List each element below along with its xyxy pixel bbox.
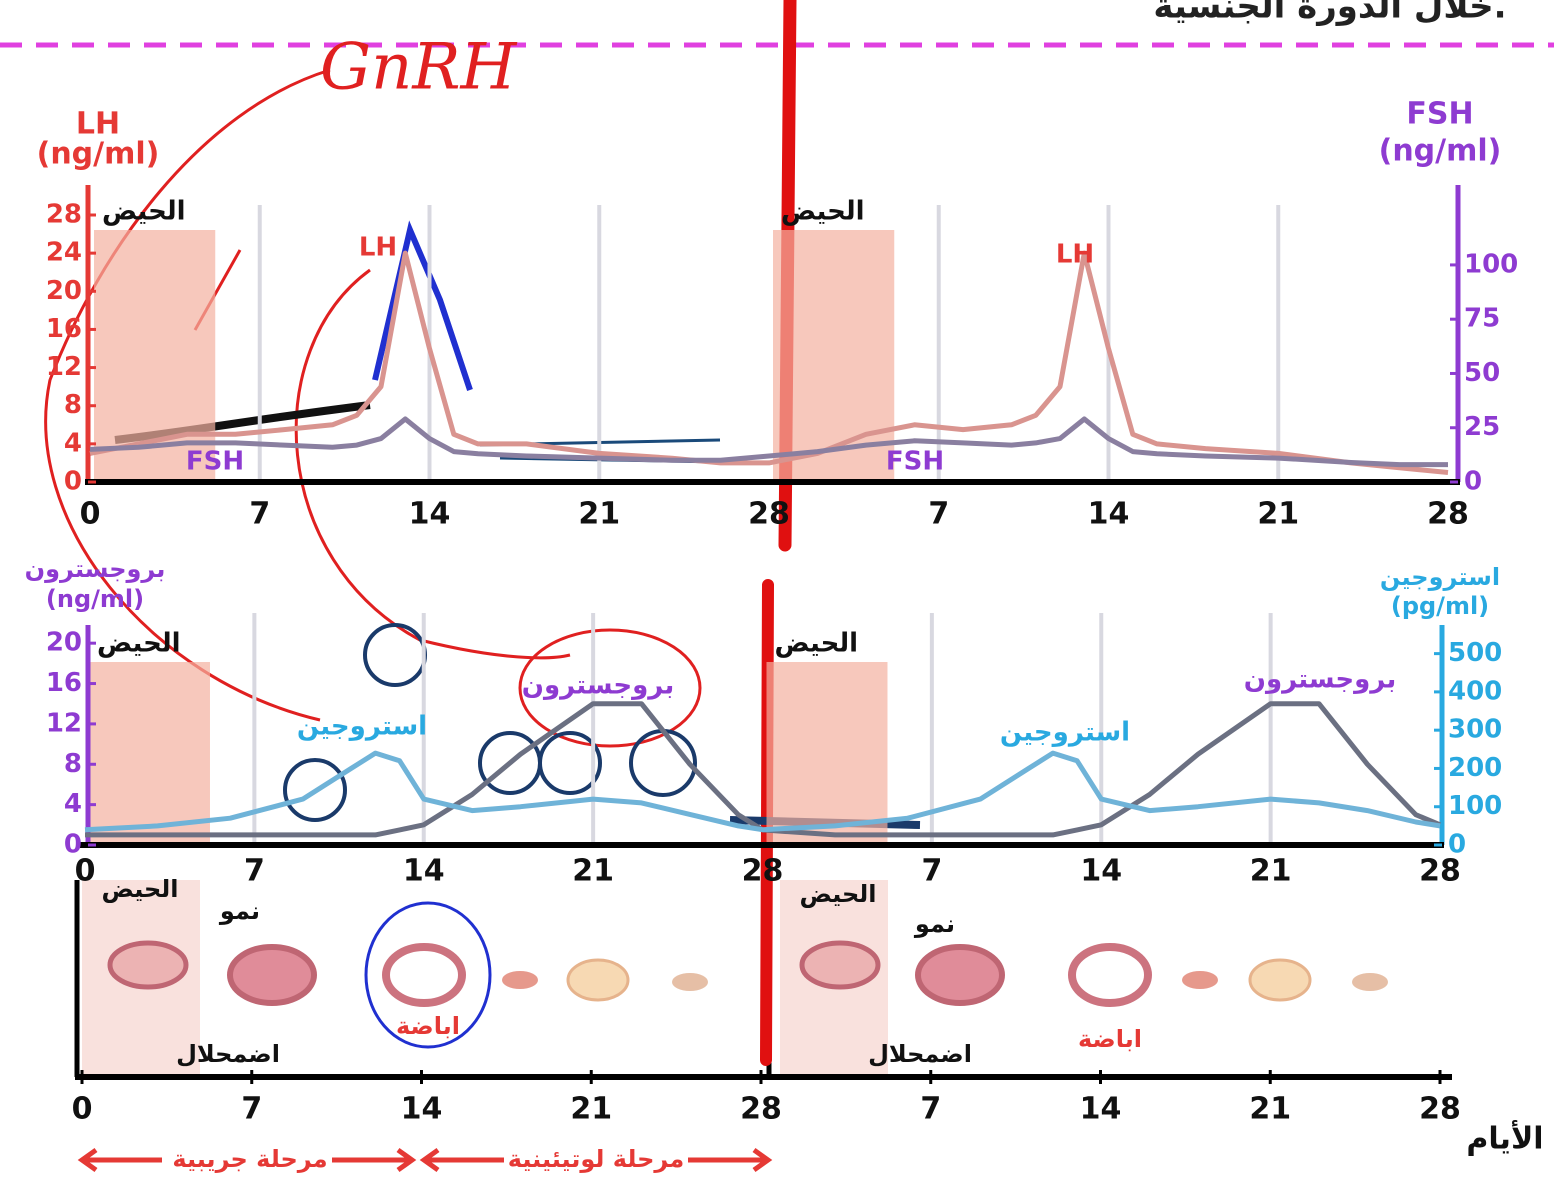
growth-label: نمو <box>219 897 260 925</box>
menses-label: الحيض <box>101 875 178 903</box>
y2-axis-title: (ng/ml) <box>1379 134 1502 169</box>
x-tick-label: 7 <box>244 854 265 889</box>
handwritten-note: GnRH <box>320 31 518 105</box>
menses-label: الحيض <box>97 629 181 659</box>
x-tick-label: 0 <box>80 497 101 532</box>
y2-tick-label: 75 <box>1464 304 1500 334</box>
x-tick-label: 7 <box>249 497 270 532</box>
y2-tick-label: 100 <box>1448 791 1502 821</box>
x-tick-label: 21 <box>572 854 614 889</box>
atresia-label: اضمحلال <box>868 1040 972 1068</box>
series-label: LH <box>359 233 397 263</box>
atresia-label: اضمحلال <box>176 1040 280 1068</box>
x-tick-label: 14 <box>403 854 445 889</box>
x-tick-label: 7 <box>921 854 942 889</box>
series-label: استروجين <box>1000 718 1130 748</box>
y-tick-label: 24 <box>46 238 82 268</box>
x-tick-label: 7 <box>928 497 949 532</box>
y2-tick-label: 50 <box>1464 358 1500 388</box>
menses-band <box>89 662 210 845</box>
menses-band <box>767 662 888 845</box>
x-tick-label: 7 <box>241 1092 262 1127</box>
y-axis-title: (ng/ml) <box>46 585 144 613</box>
phase-label: مرحلة لوتيئينية <box>508 1145 684 1173</box>
x-tick-label: 21 <box>1257 497 1299 532</box>
y-tick-label: 8 <box>64 390 82 420</box>
y2-tick-label: 300 <box>1448 715 1502 745</box>
series-label: FSH <box>186 447 244 477</box>
y-axis-title: بروجسترون <box>25 555 166 583</box>
x-tick-label: 28 <box>742 854 784 889</box>
x-tick-label: 21 <box>1249 1092 1291 1127</box>
y-tick-label: 16 <box>46 668 82 698</box>
y-tick-label: 0 <box>64 830 82 860</box>
series-label: بروجسترون <box>1244 665 1396 695</box>
x-tick-label: 14 <box>409 497 451 532</box>
x-axis-title: الأيام <box>1466 1120 1543 1157</box>
ovulation-label: اباضة <box>396 1012 460 1040</box>
x-tick-label: 21 <box>578 497 620 532</box>
y2-tick-label: 0 <box>1464 467 1482 497</box>
y2-tick-label: 200 <box>1448 753 1502 783</box>
growth-label: نمو <box>914 910 955 938</box>
phase-label: مرحلة جريبية <box>172 1145 327 1173</box>
y-tick-label: 16 <box>46 314 82 344</box>
series-label: استروجين <box>297 712 427 742</box>
y2-tick-label: 100 <box>1464 249 1518 279</box>
y-tick-label: 28 <box>46 200 82 230</box>
x-tick-label: 21 <box>570 1092 612 1127</box>
heading: خلال الدورة الجنسية. <box>1153 0 1506 27</box>
x-tick-label: 28 <box>748 497 790 532</box>
series-label: FSH <box>886 447 944 477</box>
ovulation-label: اباضة <box>1078 1025 1142 1053</box>
y-tick-label: 8 <box>64 749 82 779</box>
y2-axis-title: FSH <box>1406 97 1473 132</box>
x-tick-label: 21 <box>1250 854 1292 889</box>
x-tick-label: 28 <box>1427 497 1469 532</box>
y-tick-label: 4 <box>64 789 82 819</box>
menses-label: الحيض <box>799 880 876 908</box>
series-line <box>90 253 1448 472</box>
x-tick-label: 28 <box>1419 1092 1461 1127</box>
y-tick-label: 20 <box>46 628 82 658</box>
x-tick-label: 14 <box>1080 1092 1122 1127</box>
y2-tick-label: 25 <box>1464 412 1500 442</box>
y2-tick-label: 0 <box>1448 830 1466 860</box>
x-tick-label: 28 <box>740 1092 782 1127</box>
y-axis-title: (ng/ml) <box>37 137 160 172</box>
y2-axis-title: (pg/ml) <box>1391 592 1489 620</box>
series-label: LH <box>1056 240 1094 270</box>
x-tick-label: 14 <box>1080 854 1122 889</box>
y2-tick-label: 500 <box>1448 638 1502 668</box>
series-line <box>90 419 1448 465</box>
menses-label: الحيض <box>102 197 186 227</box>
y-tick-label: 4 <box>64 428 82 458</box>
x-tick-label: 14 <box>401 1092 443 1127</box>
y-tick-label: 12 <box>46 352 82 382</box>
x-tick-label: 14 <box>1088 497 1130 532</box>
x-tick-label: 0 <box>72 1092 93 1127</box>
y-tick-label: 0 <box>64 467 82 497</box>
page: خلال الدورة الجنسية. <box>0 0 1554 1184</box>
menses-label: الحيض <box>775 629 859 659</box>
x-tick-label: 7 <box>920 1092 941 1127</box>
menses-label: الحيض <box>781 197 865 227</box>
series-label: بروجسترون <box>522 671 674 701</box>
y-tick-label: 20 <box>46 276 82 306</box>
y-tick-label: 12 <box>46 708 82 738</box>
y2-tick-label: 400 <box>1448 676 1502 706</box>
y2-axis-title: استروجين <box>1380 563 1500 591</box>
